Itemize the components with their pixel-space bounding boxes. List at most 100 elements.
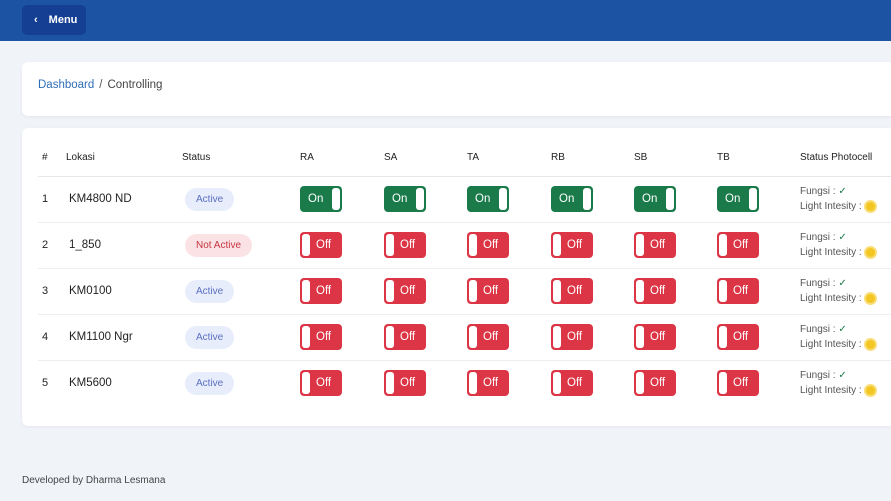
- ra-cell: Off: [296, 314, 380, 361]
- light-intensity-label: Light Intesity :: [800, 293, 862, 304]
- ta-toggle[interactable]: Off: [467, 278, 509, 304]
- sb-toggle[interactable]: Off: [634, 278, 676, 304]
- ra-toggle[interactable]: Off: [300, 278, 342, 304]
- sa-toggle[interactable]: On: [384, 186, 426, 212]
- ra-toggle[interactable]: Off: [300, 232, 342, 258]
- controlling-table-card: # Lokasi Status RA SA TA RB SB TB Status Photocel…: [22, 128, 891, 426]
- tb-toggle[interactable]: Off: [717, 370, 759, 397]
- breadcrumb-separator: /: [99, 79, 103, 91]
- toggle-knob: [719, 234, 727, 256]
- toggle-knob: [719, 326, 727, 348]
- toggle-label: Off: [316, 285, 332, 297]
- rb-toggle[interactable]: Off: [551, 232, 593, 258]
- sa-toggle[interactable]: Off: [384, 232, 426, 258]
- toggle-label: Off: [733, 285, 749, 297]
- toggle-label: Off: [733, 239, 749, 251]
- fungsi-label: Fungsi :: [800, 370, 836, 382]
- toggle-label: Off: [567, 285, 583, 297]
- fungsi-label: Fungsi :: [800, 324, 836, 335]
- toggle-label: Off: [650, 239, 666, 251]
- toggle-knob: [469, 372, 477, 395]
- toggle-label: Off: [316, 377, 332, 390]
- toggle-knob: [386, 372, 394, 395]
- rb-toggle[interactable]: Off: [551, 278, 593, 304]
- row-number: 1: [38, 176, 62, 223]
- rb-cell: Off: [547, 268, 630, 315]
- toggle-label: Off: [567, 239, 583, 251]
- toggle-knob: [332, 188, 340, 210]
- toggle-knob: [719, 372, 727, 395]
- toggle-label: On: [308, 193, 324, 205]
- toggle-knob: [749, 188, 757, 210]
- check-icon: ✓: [838, 186, 847, 197]
- sa-toggle[interactable]: Off: [384, 278, 426, 304]
- ra-toggle[interactable]: Off: [300, 370, 342, 397]
- photocell-cell: Fungsi : ✓ Light Intesity :: [796, 360, 891, 406]
- tb-toggle[interactable]: Off: [717, 324, 759, 350]
- toggle-label: Off: [733, 377, 749, 390]
- ta-toggle[interactable]: On: [467, 186, 509, 212]
- top-bar: ‹ Menu: [0, 0, 891, 41]
- ra-toggle[interactable]: Off: [300, 324, 342, 350]
- rb-cell: On: [547, 176, 630, 223]
- toggle-label: On: [559, 193, 575, 205]
- ta-toggle[interactable]: Off: [467, 232, 509, 258]
- tb-toggle[interactable]: Off: [717, 232, 759, 258]
- check-icon: ✓: [838, 232, 847, 243]
- menu-label: Menu: [48, 14, 78, 26]
- breadcrumb-dashboard-link[interactable]: Dashboard: [38, 79, 95, 91]
- photocell-cell: Fungsi : ✓ Light Intesity :: [796, 176, 891, 223]
- ra-toggle[interactable]: On: [300, 186, 342, 212]
- column-header: RA: [296, 140, 380, 177]
- ta-toggle[interactable]: Off: [467, 370, 509, 397]
- sb-cell: Off: [630, 360, 713, 406]
- tb-toggle[interactable]: On: [717, 186, 759, 212]
- toggle-label: Off: [483, 377, 499, 390]
- status-cell: Active: [178, 360, 296, 406]
- tb-toggle[interactable]: Off: [717, 278, 759, 304]
- rb-toggle[interactable]: On: [551, 186, 593, 212]
- sb-toggle[interactable]: Off: [634, 232, 676, 258]
- breadcrumb: Dashboard / Controlling: [22, 62, 891, 116]
- sb-cell: On: [630, 176, 713, 223]
- column-header: TB: [713, 140, 796, 177]
- status-badge: Active: [185, 279, 235, 303]
- sb-toggle[interactable]: Off: [634, 324, 676, 350]
- toggle-knob: [386, 280, 394, 302]
- column-header: Status: [178, 140, 296, 177]
- menu-button[interactable]: ‹ Menu: [22, 5, 86, 35]
- ra-cell: Off: [296, 360, 380, 406]
- sb-toggle[interactable]: On: [634, 186, 676, 212]
- tb-cell: Off: [713, 268, 796, 315]
- rb-cell: Off: [547, 360, 630, 406]
- sun-icon: [866, 293, 876, 303]
- toggle-knob: [553, 234, 561, 256]
- check-icon: ✓: [838, 370, 847, 382]
- sun-icon: [866, 201, 876, 211]
- toggle-label: Off: [733, 331, 749, 343]
- sb-cell: Off: [630, 314, 713, 361]
- sb-cell: Off: [630, 222, 713, 269]
- ta-cell: Off: [463, 222, 547, 269]
- toggle-label: Off: [483, 285, 499, 297]
- status-cell: Active: [178, 268, 296, 315]
- ta-toggle[interactable]: Off: [467, 324, 509, 350]
- rb-cell: Off: [547, 222, 630, 269]
- ta-cell: Off: [463, 268, 547, 315]
- toggle-label: On: [725, 193, 741, 205]
- rb-toggle[interactable]: Off: [551, 370, 593, 397]
- status-badge: Active: [185, 325, 235, 349]
- light-intensity-label: Light Intesity :: [800, 339, 862, 350]
- toggle-label: Off: [650, 377, 666, 390]
- column-header: RB: [547, 140, 630, 177]
- sb-toggle[interactable]: Off: [634, 370, 676, 397]
- rb-toggle[interactable]: Off: [551, 324, 593, 350]
- toggle-knob: [499, 188, 507, 210]
- toggle-label: Off: [400, 331, 416, 343]
- status-cell: Not Active: [178, 222, 296, 269]
- sa-toggle[interactable]: Off: [384, 324, 426, 350]
- sa-toggle[interactable]: Off: [384, 370, 426, 397]
- tb-cell: Off: [713, 222, 796, 269]
- fungsi-label: Fungsi :: [800, 232, 836, 243]
- row-number: 5: [42, 377, 49, 390]
